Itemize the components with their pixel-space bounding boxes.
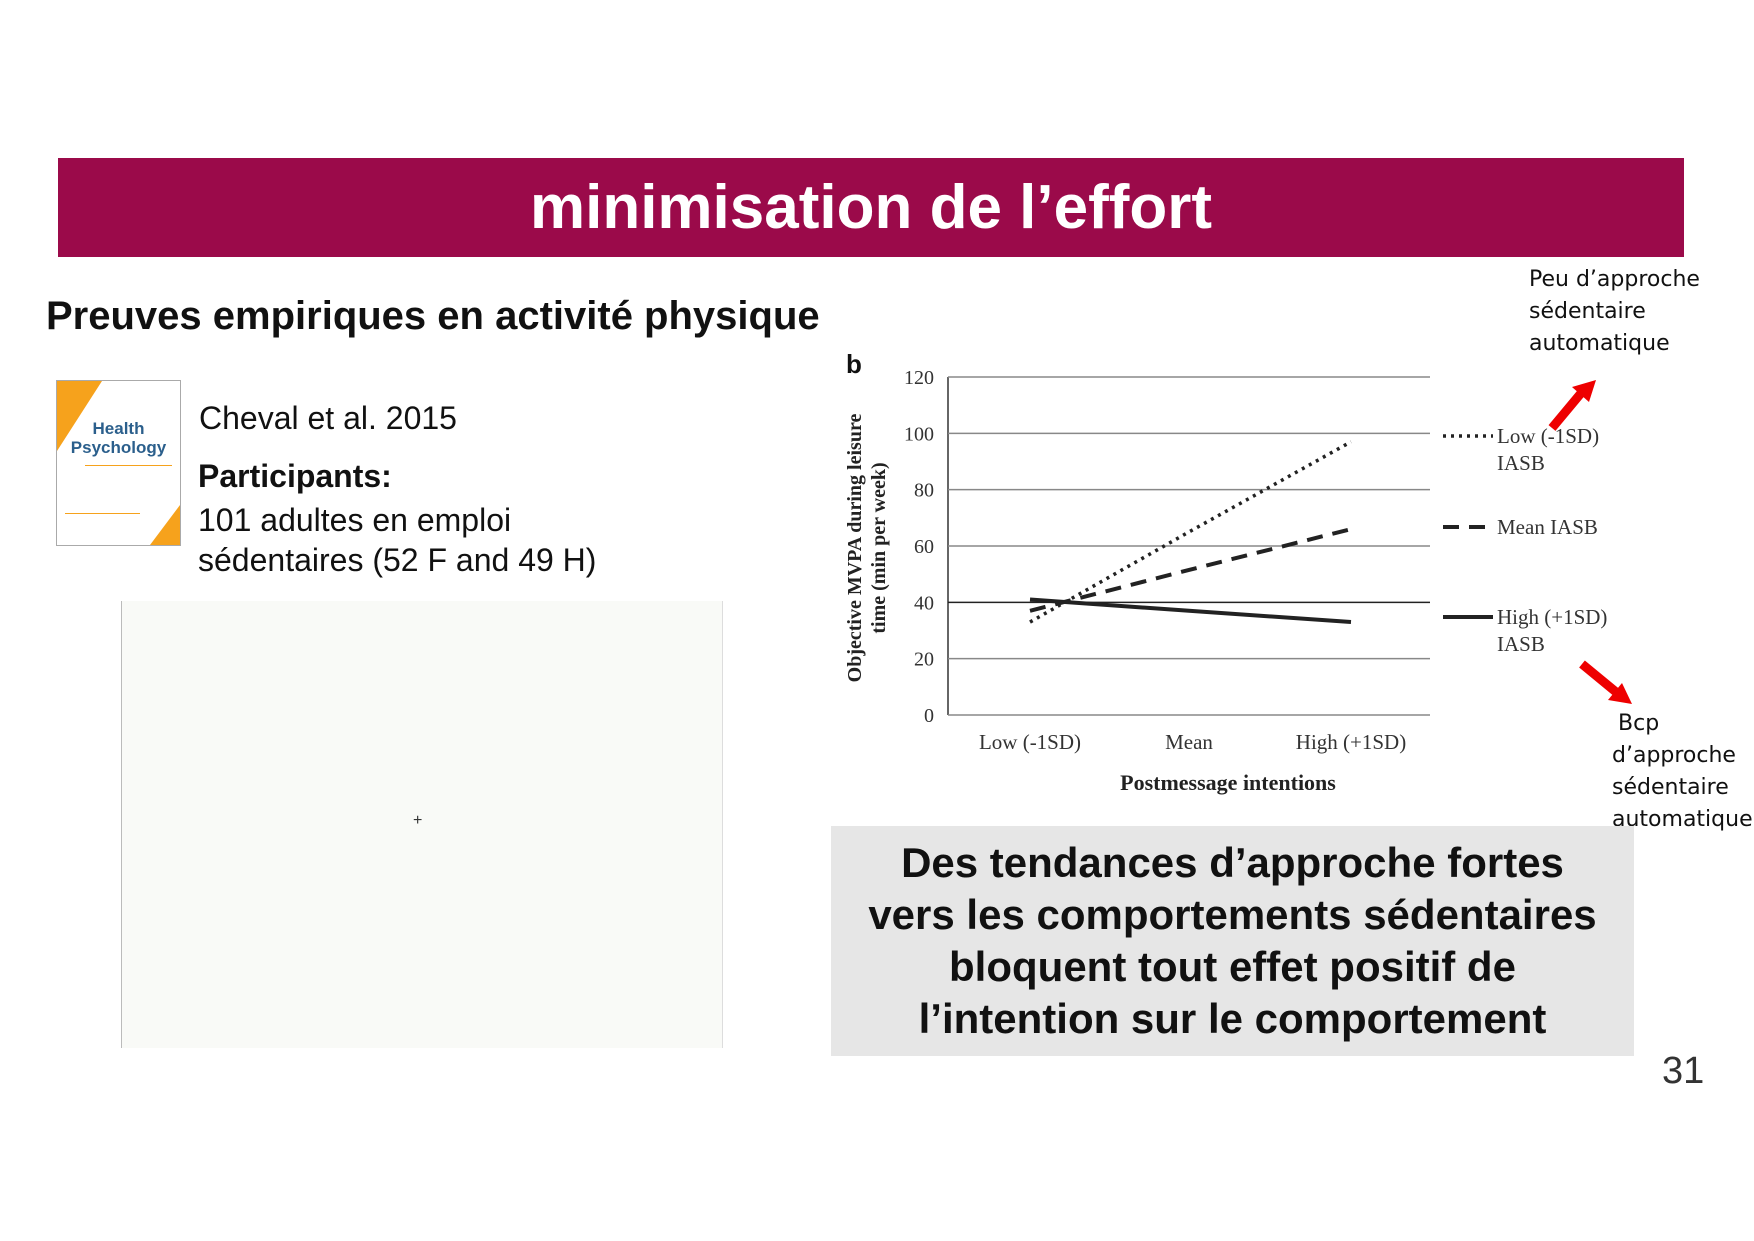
x-axis-label: Postmessage intentions	[1120, 770, 1336, 795]
conclusion-box: Des tendances d’approche fortes vers les…	[831, 826, 1634, 1056]
x-tick-label: High (+1SD)	[1296, 730, 1406, 754]
cover-title-line1: Health	[92, 419, 145, 438]
annotation-low-automatic-approach: Peu d’approche sédentaire automatique	[1529, 264, 1700, 360]
conclusion-line: vers les comportements sédentaires	[868, 891, 1597, 938]
series-line-solid	[1029, 597, 1352, 625]
annotation-line: automatique	[1529, 331, 1670, 356]
conclusion-line: bloquent tout effet positif de	[949, 943, 1516, 990]
panel-label: b	[846, 349, 862, 379]
conclusion-line: Des tendances d’approche fortes	[901, 839, 1564, 886]
legend-label: Low (-1SD)	[1497, 424, 1599, 448]
y-tick-label: 0	[924, 705, 934, 727]
legend-label: IASB	[1497, 451, 1545, 475]
y-tick-label: 40	[914, 592, 934, 614]
crosshair-marker: +	[413, 812, 423, 829]
arrow-up-right-icon	[1548, 380, 1596, 431]
annotation-line: sédentaire	[1529, 299, 1646, 324]
y-tick-label: 100	[904, 423, 934, 445]
page-number: 31	[1662, 1050, 1705, 1092]
title-banner: minimisation de l’effort	[58, 158, 1684, 257]
y-tick-label: 60	[914, 536, 934, 558]
y-tick-label: 120	[904, 367, 934, 389]
annotation-line: automatique	[1612, 807, 1753, 832]
legend-label: IASB	[1497, 632, 1545, 656]
conclusion-line: l’intention sur le comportement	[918, 995, 1547, 1042]
blank-panel	[121, 601, 723, 1048]
annotation-line: Bcp	[1618, 711, 1660, 736]
participants-description: 101 adultes en emploi sédentaires (52 F …	[198, 500, 596, 580]
y-tick-label: 80	[914, 480, 934, 502]
slide-subtitle: Preuves empiriques en activité physique	[46, 294, 820, 338]
y-tick-label: 20	[914, 649, 934, 671]
annotation-line: Peu d’approche	[1529, 267, 1700, 292]
legend-label: Mean IASB	[1497, 515, 1598, 539]
x-tick-label: Low (-1SD)	[979, 730, 1081, 754]
legend-label: High (+1SD)	[1497, 605, 1607, 629]
citation: Cheval et al. 2015	[199, 400, 457, 436]
participants-line: sédentaires (52 F and 49 H)	[198, 542, 597, 578]
y-axis-label-line1: Objective MVPA during leisure	[844, 414, 866, 683]
participants-line: 101 adultes en emploi	[198, 502, 512, 538]
y-axis-label-line2: time (min per week)	[868, 462, 890, 633]
slide-title: minimisation de l’effort	[529, 173, 1213, 242]
cover-title-line2: Psychology	[70, 438, 167, 457]
annotation-line: sédentaire	[1612, 775, 1729, 800]
journal-cover-image: Health Psychology	[56, 380, 181, 546]
arrow-down-right-icon	[1579, 660, 1632, 704]
series-line-dotted	[1029, 440, 1352, 624]
annotation-line: d’approche	[1612, 743, 1736, 768]
annotation-high-automatic-approach: Bcp d’approche sédentaire automatique	[1612, 708, 1753, 836]
participants-label: Participants:	[198, 458, 392, 494]
x-tick-label: Mean	[1165, 730, 1213, 754]
series-line-dashed	[1029, 527, 1352, 613]
